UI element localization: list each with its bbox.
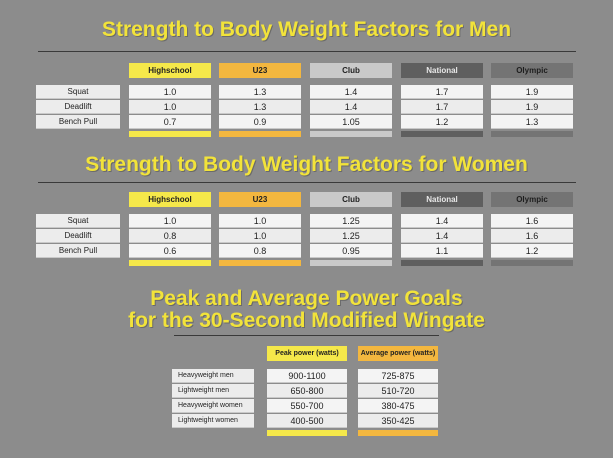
- table-cell: 1.4: [401, 229, 483, 243]
- column-header-u23: U23: [219, 63, 301, 78]
- table-cell: 1.4: [310, 100, 392, 114]
- table-cell: 0.95: [310, 244, 392, 258]
- table-cell: 1.7: [401, 100, 483, 114]
- table-cell: 1.7: [401, 85, 483, 99]
- column-header-national: National: [401, 192, 483, 207]
- table-cell: 1.2: [401, 115, 483, 129]
- column-footer-bar-olympic: [491, 131, 573, 137]
- table-cell: 1.1: [401, 244, 483, 258]
- row-label: Deadlift: [36, 229, 120, 243]
- table-cell: 0.7: [129, 115, 211, 129]
- table-cell: 1.3: [219, 85, 301, 99]
- column-header-olympic: Olympic: [491, 63, 573, 78]
- table-cell: 1.0: [129, 214, 211, 228]
- column-header-national: National: [401, 63, 483, 78]
- column-footer-bar-average: [358, 430, 438, 436]
- table-cell: 1.6: [491, 214, 573, 228]
- table-cell: 1.0: [219, 229, 301, 243]
- table-cell: 510-720: [358, 384, 438, 398]
- row-label: Bench Pull: [36, 115, 120, 129]
- table-cell: 350-425: [358, 414, 438, 428]
- table-cell: 1.05: [310, 115, 392, 129]
- table-cell: 1.3: [491, 115, 573, 129]
- row-label: Heavyweight women: [172, 399, 254, 413]
- row-label: Deadlift: [36, 100, 120, 114]
- table-cell: 1.2: [491, 244, 573, 258]
- column-header-peak-power: Peak power (watts): [267, 346, 347, 361]
- row-label: Lightweight women: [172, 414, 254, 428]
- column-header-olympic: Olympic: [491, 192, 573, 207]
- row-label: Bench Pull: [36, 244, 120, 258]
- table-cell: 650-800: [267, 384, 347, 398]
- power-title-line2: for the 30-Second Modified Wingate: [128, 309, 485, 332]
- column-header-club: Club: [310, 192, 392, 207]
- column-footer-bar-national: [401, 260, 483, 266]
- row-label: Squat: [36, 214, 120, 228]
- table-cell: 1.0: [129, 100, 211, 114]
- column-footer-bar-national: [401, 131, 483, 137]
- column-footer-bar-olympic: [491, 260, 573, 266]
- men-title: Strength to Body Weight Factors for Men: [101, 18, 512, 41]
- power-rule: [174, 335, 439, 336]
- column-footer-bar-u23: [219, 131, 301, 137]
- column-header-average-power: Average power (watts): [358, 346, 438, 361]
- table-cell: 1.0: [129, 85, 211, 99]
- table-cell: 0.9: [219, 115, 301, 129]
- column-header-u23: U23: [219, 192, 301, 207]
- column-header-club: Club: [310, 63, 392, 78]
- column-footer-bar-highschool: [129, 131, 211, 137]
- table-cell: 1.3: [219, 100, 301, 114]
- power-title-line1: Peak and Average Power Goals: [150, 287, 463, 310]
- table-cell: 1.0: [219, 214, 301, 228]
- men-rule: [38, 51, 576, 52]
- women-title: Strength to Body Weight Factors for Wome…: [85, 153, 528, 176]
- table-cell: 1.4: [310, 85, 392, 99]
- women-rule: [38, 182, 576, 183]
- column-footer-bar-peak: [267, 430, 347, 436]
- table-cell: 725-875: [358, 369, 438, 383]
- column-header-highschool: Highschool: [129, 63, 211, 78]
- column-header-highschool: Highschool: [129, 192, 211, 207]
- table-cell: 400-500: [267, 414, 347, 428]
- table-cell: 0.8: [219, 244, 301, 258]
- table-cell: 1.9: [491, 100, 573, 114]
- table-cell: 550-700: [267, 399, 347, 413]
- table-cell: 1.9: [491, 85, 573, 99]
- table-cell: 0.6: [129, 244, 211, 258]
- row-label: Lightweight men: [172, 384, 254, 398]
- table-cell: 380-475: [358, 399, 438, 413]
- column-footer-bar-club: [310, 131, 392, 137]
- table-cell: 1.25: [310, 214, 392, 228]
- row-label: Squat: [36, 85, 120, 99]
- table-cell: 1.4: [401, 214, 483, 228]
- column-footer-bar-u23: [219, 260, 301, 266]
- column-footer-bar-club: [310, 260, 392, 266]
- table-cell: 1.6: [491, 229, 573, 243]
- row-label: Heavyweight men: [172, 369, 254, 383]
- table-cell: 1.25: [310, 229, 392, 243]
- table-cell: 0.8: [129, 229, 211, 243]
- column-footer-bar-highschool: [129, 260, 211, 266]
- table-cell: 900-1100: [267, 369, 347, 383]
